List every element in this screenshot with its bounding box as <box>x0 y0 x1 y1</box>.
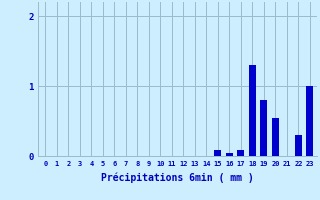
Bar <box>272 117 279 156</box>
Bar <box>237 150 244 156</box>
Bar <box>226 153 233 156</box>
Bar <box>249 65 256 156</box>
Bar <box>295 135 302 156</box>
Bar <box>307 86 313 156</box>
X-axis label: Précipitations 6min ( mm ): Précipitations 6min ( mm ) <box>101 172 254 183</box>
Bar <box>260 100 267 156</box>
Bar <box>214 150 221 156</box>
